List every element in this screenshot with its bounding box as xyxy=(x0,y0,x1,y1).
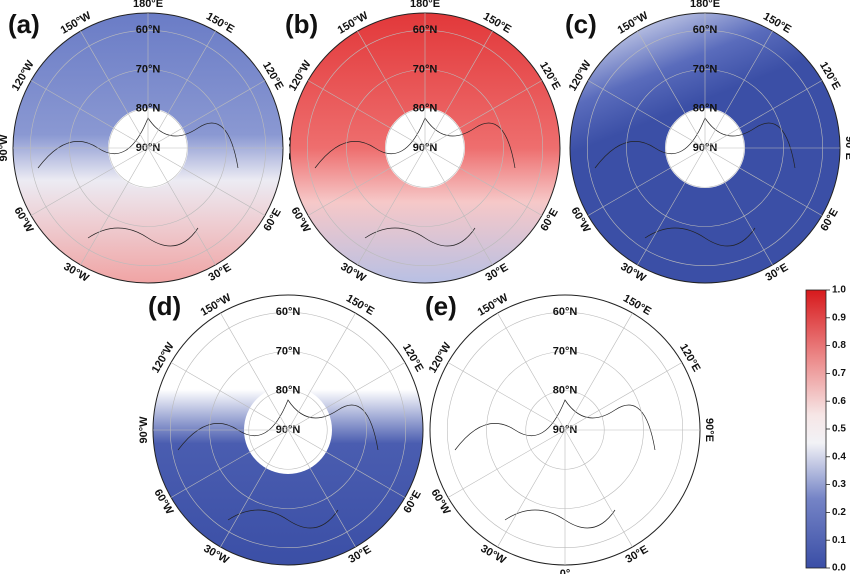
meridian xyxy=(287,429,406,498)
meridian xyxy=(637,147,706,266)
meridian xyxy=(80,147,149,266)
meridian xyxy=(357,147,426,266)
meridian xyxy=(307,147,426,216)
meridian xyxy=(220,312,289,431)
meridian xyxy=(564,312,633,431)
meridian xyxy=(147,80,266,149)
lon-label: 90°E xyxy=(703,418,715,442)
panel-label: (a) xyxy=(8,9,40,39)
meridian xyxy=(147,147,216,266)
meridian xyxy=(497,312,566,431)
meridian xyxy=(704,147,823,216)
meridian xyxy=(287,362,406,431)
colorbar-tick-label: 0.6 xyxy=(832,396,846,407)
colorbar-tick-label: 0.8 xyxy=(832,340,846,351)
meridian xyxy=(170,362,289,431)
meridian xyxy=(637,30,706,149)
lat-label: 80°N xyxy=(553,385,578,397)
panel-label: (c) xyxy=(565,9,597,39)
colorbar-tick-label: 0.9 xyxy=(832,312,846,323)
lat-label: 60°N xyxy=(553,306,578,318)
panel-label: (d) xyxy=(148,291,181,321)
meridian xyxy=(30,80,149,149)
meridian xyxy=(587,80,706,149)
lon-label: 180°E xyxy=(690,0,720,10)
panel-label: (b) xyxy=(285,9,318,39)
meridian xyxy=(307,80,426,149)
meridian xyxy=(287,312,356,431)
lon-label: 180°E xyxy=(410,0,440,10)
meridian xyxy=(704,30,773,149)
meridian xyxy=(704,147,773,266)
meridian xyxy=(447,362,566,431)
colorbar-tick-label: 0.2 xyxy=(832,507,846,518)
lon-label: 90°E xyxy=(843,136,850,160)
meridian xyxy=(587,147,706,216)
lon-label: 180°E xyxy=(133,0,163,10)
meridian xyxy=(704,80,823,149)
lat-label: 70°N xyxy=(276,345,301,357)
meridian xyxy=(424,147,493,266)
lat-label: 70°N xyxy=(553,345,578,357)
meridian xyxy=(564,362,683,431)
lon-label: 0° xyxy=(560,568,571,574)
meridian xyxy=(287,429,356,548)
meridian xyxy=(424,80,543,149)
meridian xyxy=(30,147,149,216)
colorbar-tick-label: 1.0 xyxy=(832,285,846,296)
colorbar-tick-label: 0.3 xyxy=(832,479,846,490)
meridian xyxy=(424,30,493,149)
colorbar xyxy=(805,289,827,569)
lon-label: 90°W xyxy=(138,416,150,444)
meridian xyxy=(147,147,266,216)
meridian xyxy=(357,30,426,149)
coastline xyxy=(177,399,379,529)
colorbar-tick-label: 0.0 xyxy=(832,563,846,574)
meridian xyxy=(220,429,289,548)
lat-label: 60°N xyxy=(276,306,301,318)
meridian xyxy=(564,429,633,548)
meridian xyxy=(80,30,149,149)
panel-label: (e) xyxy=(425,291,457,321)
meridian xyxy=(447,429,566,498)
meridian xyxy=(170,429,289,498)
colorbar-tick-label: 0.4 xyxy=(832,451,846,462)
colorbar-tick-label: 0.1 xyxy=(832,535,846,546)
meridian xyxy=(497,429,566,548)
meridian xyxy=(424,147,543,216)
lat-label: 80°N xyxy=(276,385,301,397)
colorbar-tick-label: 0.5 xyxy=(832,424,846,435)
meridian xyxy=(147,30,216,149)
lon-label: 90°W xyxy=(0,134,10,162)
colorbar-tick-label: 0.7 xyxy=(832,368,846,379)
